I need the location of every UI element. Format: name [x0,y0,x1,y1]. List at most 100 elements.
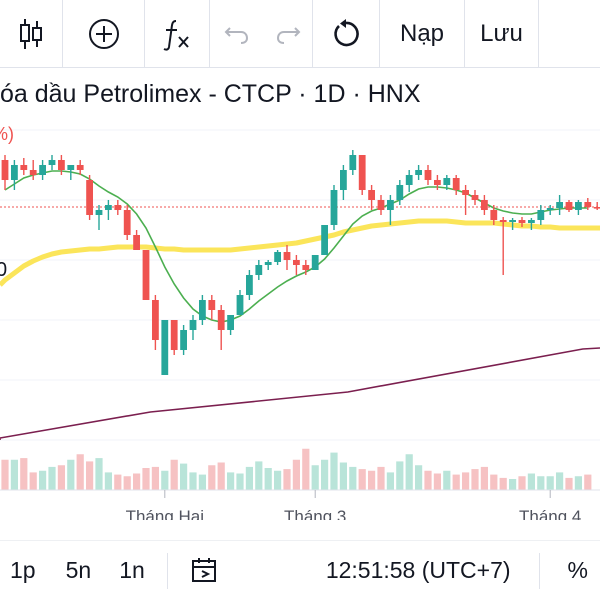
time-readout[interactable]: 12:51:58 (UTC+7) [325,557,511,583]
candle-body [518,220,526,223]
candle-body [377,200,385,210]
period-5n[interactable]: 5n [65,557,92,583]
volume-bar [161,470,169,490]
candle-body [208,300,216,310]
candle-body [29,170,37,175]
undo-icon[interactable] [210,0,263,68]
volume-bar [302,448,310,490]
candle-body [67,165,75,170]
candle-body [584,202,592,207]
candle-body [434,180,441,185]
candle-body [481,200,488,210]
candle-body [443,178,451,185]
volume-bar [415,465,423,490]
volume-bar [189,472,197,490]
candle-body [264,262,272,265]
volume-bar [198,474,206,490]
volume-bar [86,461,94,490]
candle-body [321,225,328,255]
fx-icon[interactable] [145,0,210,68]
candle-body [105,205,112,210]
volume-bar [584,474,592,490]
candle-body [556,202,563,208]
period-1p[interactable]: 1p [10,557,36,583]
volume-bar [151,466,159,490]
candle-body [123,210,131,235]
volume-bar [236,473,244,490]
volume-bar [396,461,404,490]
bottom-bar: 1p 5n 1n 12:51:58 (UTC+7) % [0,540,600,600]
volume-bar [368,470,376,490]
candle-body [274,252,281,262]
candle-body [537,210,545,220]
ma-mid-line [0,218,600,287]
candle-body [405,175,413,185]
volume-bar [255,461,263,490]
volume-bar [123,476,131,490]
candle-body [1,160,9,180]
volume-bar [10,459,18,490]
candle-body [133,235,140,250]
candle-body [95,210,103,215]
volume-bar [95,458,103,490]
candle-body [189,320,197,330]
volume-bar [518,476,526,490]
candle-body [48,160,56,165]
volume-bar [20,458,28,490]
add-indicator-icon[interactable] [63,0,145,68]
volume-bar [330,452,338,490]
candle-body [114,205,122,210]
candle-body [170,320,178,350]
volume-bar [264,468,272,490]
volume-bar [339,462,347,490]
volume-bar [217,462,225,490]
redo-icon[interactable] [263,0,313,68]
candle-body [86,180,93,215]
period-1n[interactable]: 1n [119,557,145,583]
volume-bar [274,470,282,490]
price-chart[interactable]: Tháng Hai Tháng 3 Tháng 4%) 0 [0,68,600,520]
volume-bar [245,466,253,490]
candle-body [161,320,169,375]
x-tick-label: Tháng Hai [126,507,204,520]
volume-bar [574,476,582,490]
candle-body [471,195,479,200]
volume-bar [386,472,394,490]
save-button[interactable]: Lưu [465,0,539,68]
candle-body [330,190,338,225]
volume-bar [433,473,441,490]
volume-bar [349,466,357,490]
candle-body [509,220,516,222]
ma-slow-line [0,347,600,440]
candle-body [546,208,554,210]
percent-toggle[interactable]: % [567,557,588,583]
candle-body [227,315,234,330]
volume-bar [377,466,385,490]
volume-bar [424,470,432,490]
volume-bar [142,468,150,490]
chart-title: óa dầu Petrolimex - CTCP · 1D · HNX [0,80,421,108]
candle-body [387,200,394,210]
volume-bar [114,474,122,490]
candles-icon[interactable] [0,0,63,68]
candle-body [283,252,291,260]
date-range-icon[interactable] [190,557,220,585]
volume-bar [443,470,451,490]
volume-bar [556,472,564,490]
volume-bar [480,466,488,490]
reload-icon[interactable] [313,0,380,68]
load-button[interactable]: Nạp [380,0,465,68]
candle-body [236,295,244,315]
volume-bar [57,465,65,490]
volume-bar [227,472,235,490]
volume-bar [462,472,470,490]
volume-bar [490,474,498,490]
volume-bar [321,459,329,490]
volume-bar [133,473,141,490]
candle-body [255,265,263,275]
volume-bar [1,459,9,490]
candle-body [528,220,535,223]
left-cut-label: %) [0,124,14,144]
x-tick-label: Tháng 4 [519,507,581,520]
x-tick-label: Tháng 3 [284,507,346,520]
